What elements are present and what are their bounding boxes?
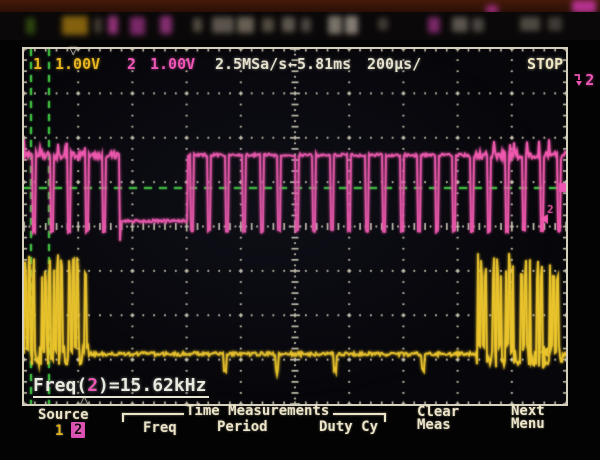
reflection-blob [345,16,358,34]
trigger-falling-edge-icon [574,74,583,86]
softkey-source-label[interactable]: Source [38,407,89,423]
waveform-graticule-canvas [24,49,566,404]
reflection-blob [486,5,498,14]
reflection-blob [237,17,254,33]
ch2-number: 2 [127,55,137,73]
ch2-scale: 1.00V [150,55,196,73]
group-bracket-tick-right [384,413,386,422]
group-bracket-tick-left [122,413,124,422]
measurement-channel: 2 [87,375,99,396]
group-bracket-line-right [333,413,386,415]
reflection-blob [452,17,468,32]
group-bracket-line-left [122,413,184,415]
measurement-prefix: Freq( [33,375,88,396]
reflection-blob [26,18,35,34]
measurement-value: )=15.62kHz [98,375,207,396]
reflection-blob [572,0,596,13]
sample-rate: 2.5MSa/s [215,55,288,73]
ch1-number: 1 [33,55,43,73]
delay-reference-marker-icon[interactable]: △ [80,393,89,406]
reflection-blob [193,18,202,32]
softkey-duty-cycle[interactable]: Duty Cy [319,419,379,435]
reflection-blob [130,17,145,35]
softkey-menu: Source 1 2 Time Measurements Freq Period… [0,398,600,450]
measurement-readout: Freq(2)=15.62kHz [33,375,210,398]
reflection-blob [62,16,88,35]
reflection-blob [328,16,342,34]
reflection-blob [520,17,540,31]
photo-top-band [0,0,600,14]
softkey-clear-meas-line1[interactable]: Clear [417,404,460,420]
reflection-blob [212,17,234,33]
softkey-group-title: Time Measurements [186,403,330,419]
softkey-source-ch2-selected[interactable]: 2 [71,422,86,438]
softkey-next-menu-line1[interactable]: Next [511,403,545,419]
delay-readout: ←5.81ms [288,55,352,73]
reflection-blob [301,18,311,32]
reflection-blob [378,18,388,30]
reflection-blob [108,16,118,34]
reflection-blob [548,17,562,31]
softkey-source-ch1[interactable]: 1 [55,423,64,439]
reflection-blob [472,18,484,32]
reflection-blob [160,16,172,34]
scope-screen: 1 1.00V 2 1.00V 2.5MSa/s ←5.81ms 200µs/ … [22,44,594,406]
softkey-next-menu-line2[interactable]: Menu [511,416,545,432]
softkey-clear-meas-line2[interactable]: Meas [417,417,451,433]
softkey-freq[interactable]: Freq [143,420,177,436]
trigger-indicator: 2 [501,56,594,104]
reflection-blob [262,18,274,32]
reflection-blob [282,17,295,32]
reflection-blob [94,18,102,33]
ch1-scale: 1.00V [55,55,101,73]
photo-backdrop-reflections [0,12,600,40]
softkey-period[interactable]: Period [217,419,268,435]
trigger-channel: 2 [585,71,595,89]
run-state-badge: STOP [527,55,564,73]
trigger-time-marker-icon[interactable]: ▽ [69,44,78,57]
timebase: 200µs/ [367,55,422,73]
reflection-blob [428,17,440,33]
